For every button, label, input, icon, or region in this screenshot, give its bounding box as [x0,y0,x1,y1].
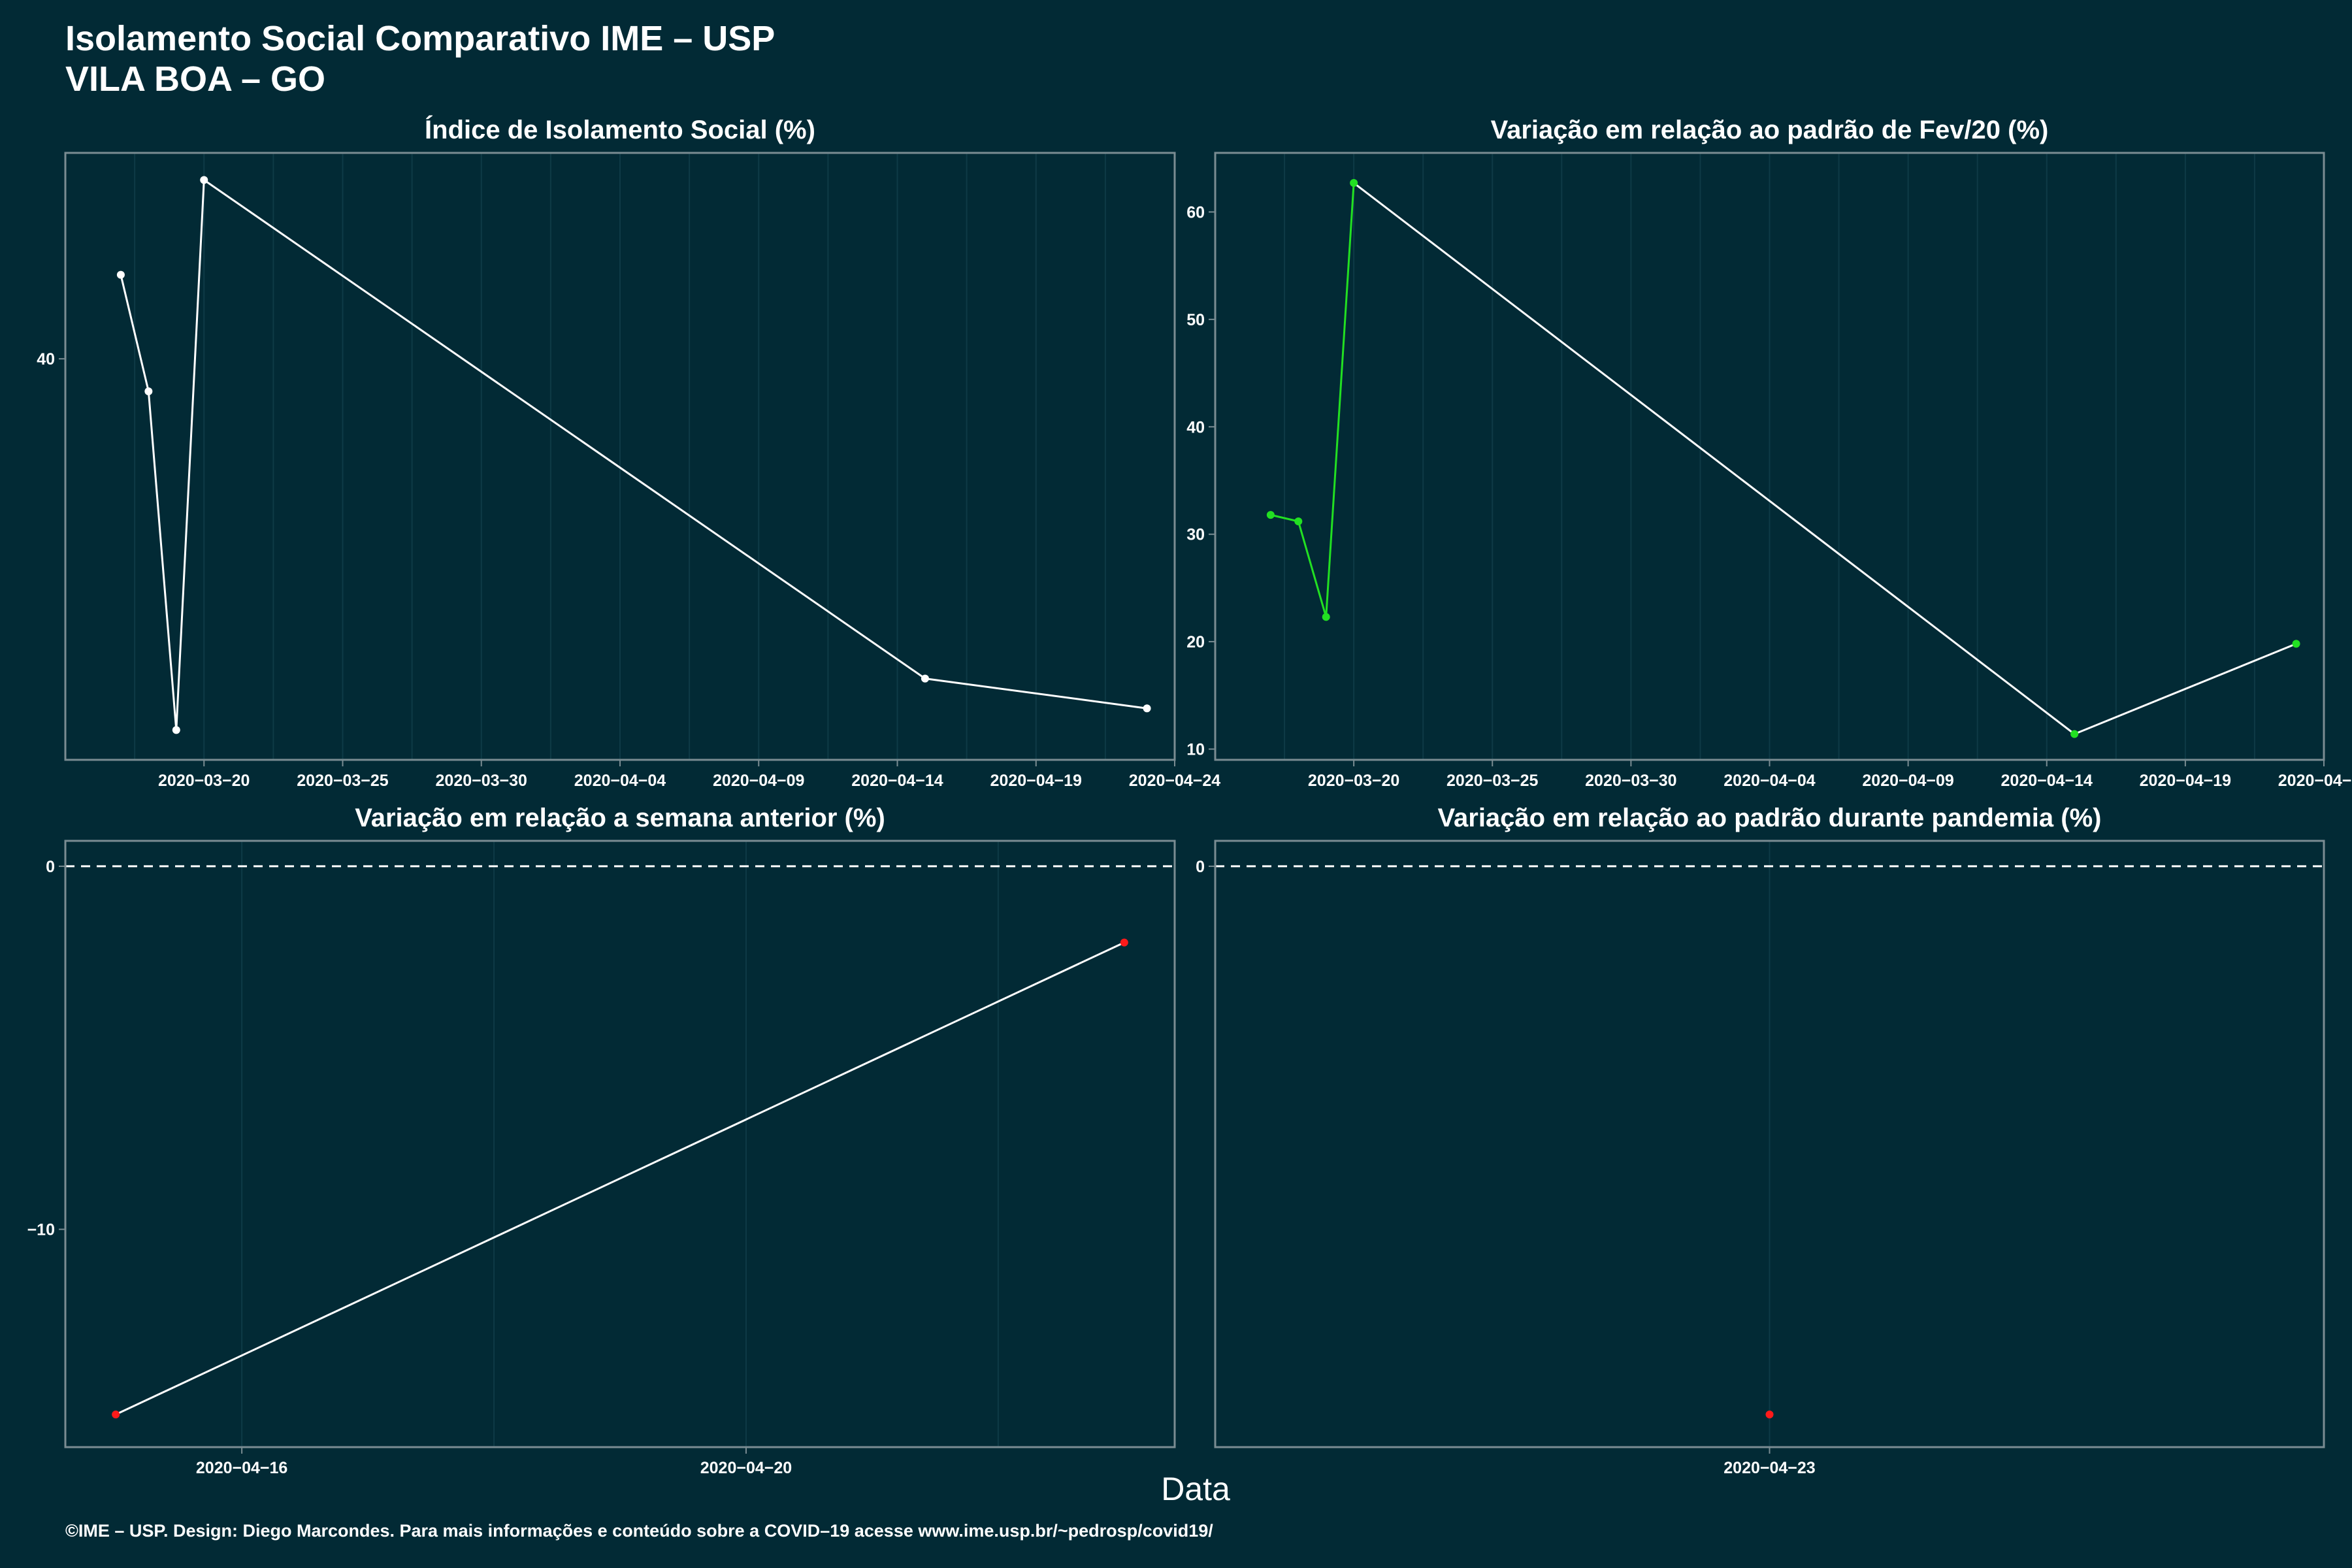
data-point [144,387,153,395]
y-tick-label: 20 [1186,633,1205,651]
x-tick-label: 2020−04−20 [700,1459,792,1477]
y-tick-label: 30 [1186,526,1205,544]
x-tick-label: 2020−04−04 [1723,772,1816,790]
chart-panel-fev20: Variação em relação ao padrão de Fev/20 … [1186,116,2352,790]
x-tick-label: 2020−04−14 [851,772,943,790]
data-point [112,1410,120,1418]
x-tick-label: 2020−04−24 [2278,772,2352,790]
figure-title: Isolamento Social Comparativo IME – USP [65,19,776,58]
series-segment [1297,521,1328,617]
x-tick-label: 2020−04−19 [990,772,1082,790]
data-point [1266,511,1275,519]
panel-border [64,840,1176,1448]
data-point [1322,613,1330,621]
y-tick-label: 10 [1186,741,1205,759]
x-tick-label: 2020−04−16 [196,1459,287,1477]
chart-panel-isolamento: Índice de Isolamento Social (%) 2020−03−2… [37,115,1220,790]
panel-background [65,841,1175,1447]
data-point [1143,704,1151,713]
x-tick-label: 2020−04−19 [2140,772,2231,790]
data-point [1765,1410,1774,1418]
data-point [2070,730,2079,738]
x-tick-label: 2020−03−20 [1308,772,1399,790]
series-segment [1325,182,1355,617]
y-tick-label: 50 [1186,311,1205,329]
figure-subtitle: VILA BOA – GO [65,59,326,99]
data-point [172,726,180,734]
series-segment [175,180,205,730]
y-tick-label: 60 [1186,203,1205,221]
y-tick-label: 0 [46,858,55,876]
x-tick-label: 2020−03−25 [297,772,389,790]
y-tick-label: 0 [1196,858,1205,876]
data-point [200,176,208,184]
y-tick-label: −10 [27,1221,55,1239]
x-tick-label: 2020−03−30 [1585,772,1676,790]
footer-credit: ©IME – USP. Design: Diego Marcondes. Par… [65,1521,1213,1541]
data-point [2292,640,2300,648]
x-tick-label: 2020−04−09 [1862,772,1953,790]
data-point [1120,938,1128,947]
series-segment [120,274,150,392]
x-tick-label: 2020−04−23 [1723,1459,1815,1477]
x-tick-label: 2020−04−09 [713,772,804,790]
series-segment [924,678,1147,710]
panel-title: Variação em relação ao padrão durante pa… [1438,804,2102,832]
chart-panel-pandemia: Variação em relação ao padrão durante pa… [1196,804,2325,1477]
series-segment [115,941,1125,1416]
x-tick-label: 2020−03−25 [1446,772,1539,790]
panel-title: Índice de Isolamento Social (%) [425,115,815,144]
x-axis-label: Data [1161,1471,1230,1507]
chart-panel-semana: Variação em relação a semana anterior (%… [27,804,1176,1477]
data-point [116,270,125,279]
y-tick-label: 40 [1186,418,1205,436]
series-segment [2074,643,2297,735]
panel-title: Variação em relação ao padrão de Fev/20 … [1491,116,2049,144]
x-tick-label: 2020−04−24 [1129,772,1221,790]
y-tick-label: 40 [37,350,55,368]
data-point [921,674,929,683]
x-tick-label: 2020−03−20 [158,772,250,790]
data-point [1350,179,1358,188]
x-tick-label: 2020−04−04 [574,772,666,790]
data-point [1294,517,1303,525]
x-tick-label: 2020−03−30 [436,772,527,790]
series-segment [203,179,926,679]
panel-title: Variação em relação a semana anterior (%… [355,804,885,832]
x-tick-label: 2020−04−14 [2001,772,2093,790]
series-segment [1270,514,1299,523]
series-segment [147,391,178,730]
series-segment [1353,182,2076,735]
